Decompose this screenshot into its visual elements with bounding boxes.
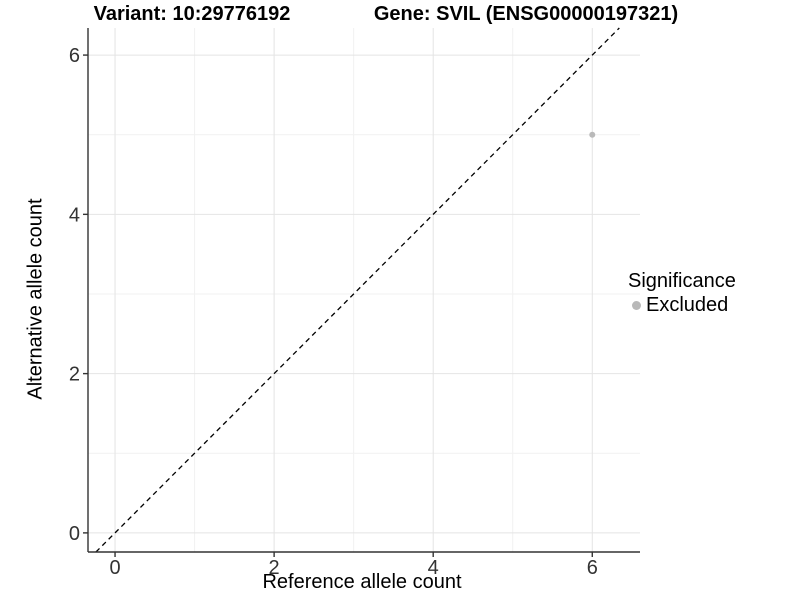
y-tick-label: 2	[69, 364, 80, 386]
plot-title-gene: Gene: SVIL (ENSG00000197321)	[373, 3, 679, 25]
x-tick-label: 4	[428, 557, 439, 579]
data-point	[589, 131, 596, 138]
y-tick-label: 6	[69, 45, 80, 67]
legend-item-label: Excluded	[646, 294, 729, 316]
y-tick-label: 0	[69, 523, 80, 545]
legend-title: Significance	[628, 270, 736, 292]
y-tick-label: 4	[69, 204, 80, 226]
identity-line	[95, 27, 620, 553]
x-tick-label: 2	[269, 557, 280, 579]
legend: Significance Excluded	[628, 270, 736, 317]
legend-item-excluded: Excluded	[628, 294, 736, 317]
x-axis-title: Reference allele count	[262, 571, 462, 593]
plot-title-variant: Variant: 10:29776192	[93, 3, 291, 25]
x-tick-label: 0	[109, 557, 120, 579]
x-tick-label: 6	[587, 557, 598, 579]
y-axis-title: Alternative allele count	[24, 198, 47, 400]
legend-point-icon	[632, 301, 641, 310]
